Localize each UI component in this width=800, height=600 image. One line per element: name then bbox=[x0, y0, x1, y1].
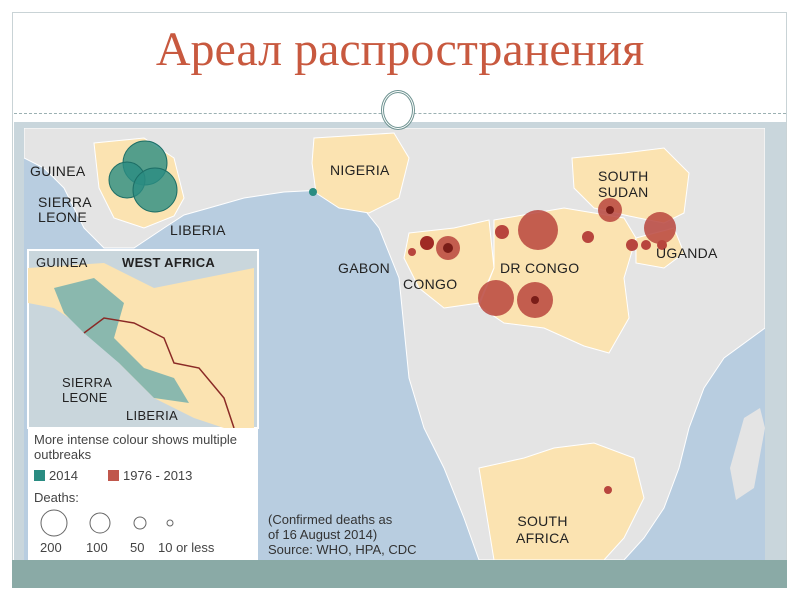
inset-west-africa bbox=[27, 249, 259, 429]
label-gabon: GABON bbox=[338, 260, 391, 276]
source-line: of 16 August 2014) bbox=[268, 527, 378, 542]
marker-historic bbox=[644, 212, 676, 244]
inset-label-guinea: GUINEA bbox=[36, 255, 88, 270]
label-dr-congo: DR CONGO bbox=[500, 260, 580, 276]
marker-historic bbox=[478, 280, 514, 316]
footer-band bbox=[12, 560, 787, 588]
size-label-100: 100 bbox=[86, 540, 108, 555]
marker-historic bbox=[604, 486, 612, 494]
swatch-2014 bbox=[34, 470, 45, 481]
source-line: (Confirmed deaths as bbox=[268, 512, 393, 527]
marker-historic bbox=[641, 240, 651, 250]
deaths-size-circles bbox=[40, 509, 174, 537]
legend-item-2014: 2014 bbox=[34, 468, 78, 483]
marker-historic-core bbox=[443, 243, 453, 253]
country-dr-congo bbox=[478, 207, 637, 354]
size-circle-10 bbox=[166, 519, 174, 527]
madagascar bbox=[730, 408, 765, 500]
marker-historic bbox=[408, 248, 416, 256]
legend-label: 1976 - 2013 bbox=[123, 468, 193, 483]
label-nigeria: NIGERIA bbox=[330, 162, 390, 178]
map-source: (Confirmed deaths as of 16 August 2014) … bbox=[268, 512, 417, 557]
country-nigeria bbox=[311, 132, 410, 214]
marker-historic bbox=[657, 240, 667, 250]
label-south-sudan: SOUTH SUDAN bbox=[598, 168, 649, 200]
slide-title: Ареал распространения bbox=[155, 23, 645, 76]
marker-historic-core bbox=[606, 206, 614, 214]
marker-historic bbox=[626, 239, 638, 251]
deaths-title: Deaths: bbox=[34, 490, 79, 505]
marker-historic-core bbox=[531, 296, 539, 304]
legend-note: More intense colour shows multiple outbr… bbox=[34, 432, 238, 462]
label-sierra-leone: SIERRA LEONE bbox=[38, 194, 92, 225]
marker-historic bbox=[495, 225, 509, 239]
divider-ring-ornament bbox=[381, 90, 415, 130]
size-label-10: 10 or less bbox=[158, 540, 215, 555]
source-line: Source: WHO, HPA, CDC bbox=[268, 542, 417, 557]
inset-title: WEST AFRICA bbox=[122, 255, 216, 270]
label-congo: CONGO bbox=[403, 276, 458, 292]
size-circle-200 bbox=[40, 509, 68, 537]
inset-label-liberia: LIBERIA bbox=[126, 408, 178, 423]
map-legend: More intense colour shows multiple outbr… bbox=[28, 428, 258, 560]
outbreak-markers bbox=[108, 140, 676, 494]
size-circle-50 bbox=[133, 516, 147, 530]
legend-item-1976-2013: 1976 - 2013 bbox=[108, 468, 192, 483]
marker-historic bbox=[582, 231, 594, 243]
label-guinea: GUINEA bbox=[30, 163, 86, 179]
label-uganda: UGANDA bbox=[656, 245, 718, 261]
size-label-200: 200 bbox=[40, 540, 62, 555]
swatch-1976-2013 bbox=[108, 470, 119, 481]
inset-label-sierra-leone: SIERRA LEONE bbox=[62, 375, 113, 405]
marker-2014 bbox=[309, 188, 317, 196]
marker-historic bbox=[420, 236, 434, 250]
size-label-50: 50 bbox=[130, 540, 145, 555]
legend-label: 2014 bbox=[49, 468, 78, 483]
marker-historic bbox=[518, 210, 558, 250]
label-south-africa: SOUTH AFRICA bbox=[516, 513, 570, 546]
country-south-africa bbox=[478, 442, 645, 560]
size-circle-100 bbox=[89, 512, 111, 534]
label-liberia: LIBERIA bbox=[170, 222, 226, 238]
marker-2014 bbox=[132, 167, 178, 213]
